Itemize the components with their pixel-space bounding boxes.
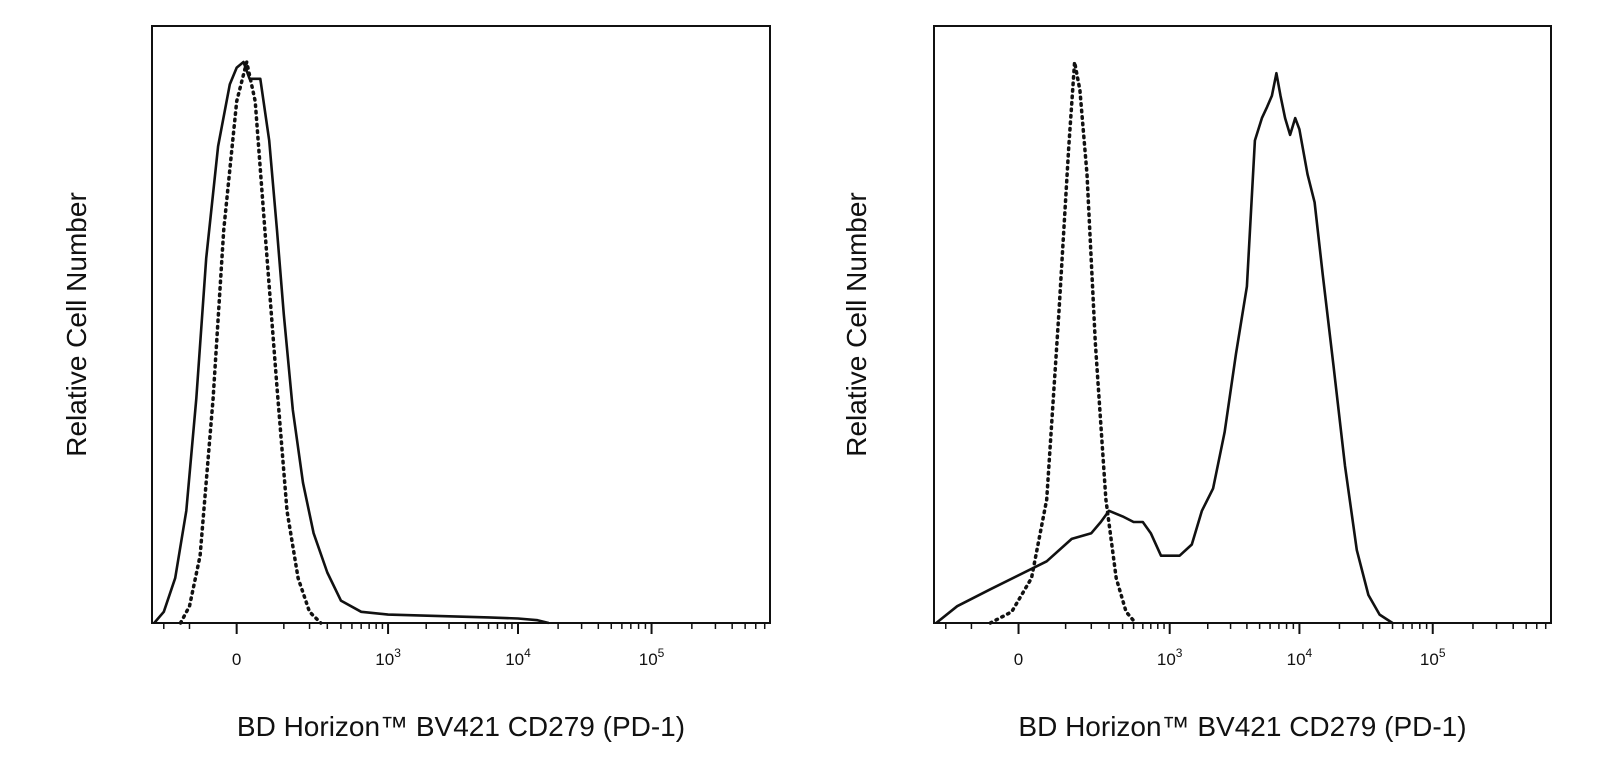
stained-sample-curve [153, 60, 550, 625]
x-tick-label: 0 [232, 650, 241, 669]
x-tick-label: 105 [639, 646, 665, 669]
plot-frame [933, 25, 1552, 624]
x-tick-label: 0 [1014, 650, 1023, 669]
isotype-control-curve [988, 60, 1138, 625]
x-axis-label: BD Horizon™ BV421 CD279 (PD-1) [237, 711, 685, 742]
isotype-control-curve [178, 60, 323, 625]
chart-panel-1: 0 103 104 105 Relative Cell Number BD Horizon… [61, 25, 771, 742]
x-axis-ticks [163, 623, 766, 634]
x-tick-label: 103 [1157, 646, 1183, 669]
y-axis-label: Relative Cell Number [61, 192, 92, 457]
x-tick-label: 104 [1287, 646, 1313, 669]
x-tick-label: 105 [1420, 646, 1446, 669]
x-axis-ticks [945, 623, 1547, 634]
x-tick-label: 103 [375, 646, 401, 669]
y-axis-label: Relative Cell Number [841, 192, 872, 457]
stained-sample-curve [935, 71, 1394, 625]
plot-frame [151, 25, 771, 624]
x-axis-label: BD Horizon™ BV421 CD279 (PD-1) [1018, 711, 1466, 742]
chart-panel-2: 0 103 104 105 Relative Cell Number BD Horizon… [841, 25, 1552, 742]
x-tick-label: 104 [505, 646, 531, 669]
